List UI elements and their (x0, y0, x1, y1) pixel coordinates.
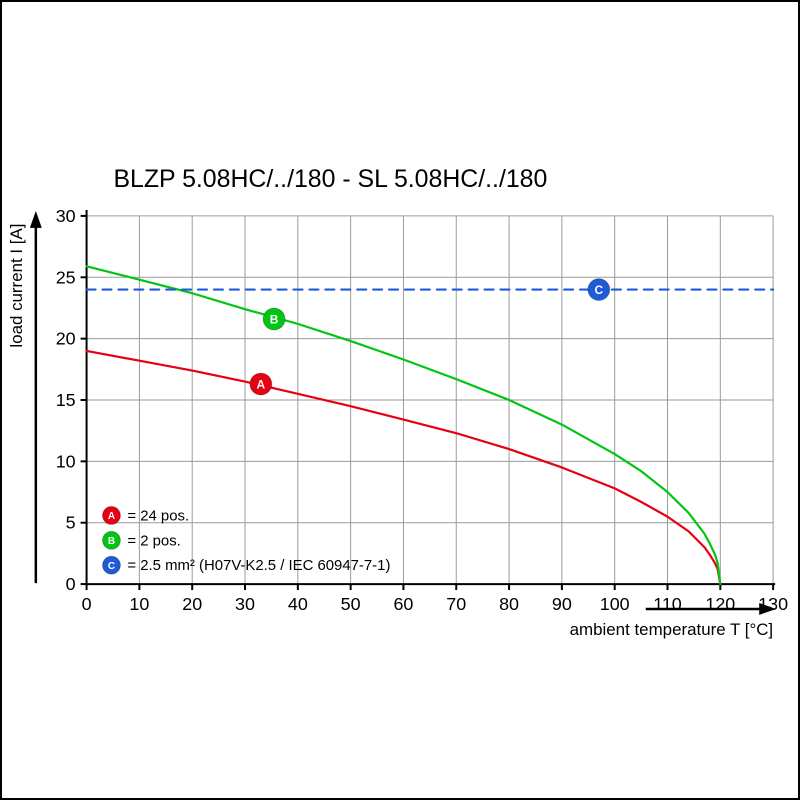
legend-swatch-A (101, 505, 121, 525)
series-line-B (85, 265, 722, 586)
x-tick-label: 120 (705, 594, 735, 614)
y-axis-label: load current I [A] (7, 224, 26, 348)
x-tick-label: 80 (499, 594, 519, 614)
x-tick-label: 110 (653, 594, 682, 614)
x-tick-label: 90 (552, 594, 572, 614)
x-tick-label: 10 (129, 594, 149, 614)
x-tick-label: 60 (393, 594, 413, 614)
marker-letter-C: C (595, 283, 604, 297)
x-tick-label: 50 (341, 594, 361, 614)
legend-letter-B: B (108, 536, 115, 547)
y-tick-label: 30 (56, 206, 76, 226)
y-tick-label: 5 (66, 513, 76, 533)
y-tick-label: 10 (56, 451, 76, 471)
y-tick-label: 25 (56, 267, 76, 287)
legend-swatch-B (101, 530, 121, 550)
legend-label-C: = 2.5 mm² (H07V-K2.5 / IEC 60947-7-1) (127, 557, 390, 574)
x-axis-label: ambient temperature T [°C] (570, 620, 773, 639)
marker-C (587, 278, 611, 301)
x-tick-label: 40 (288, 594, 308, 614)
x-tick-label: 70 (446, 594, 466, 614)
y-tick-label: 0 (66, 574, 76, 594)
x-axis-arrow-head (759, 602, 777, 615)
series-line-A (85, 349, 722, 586)
chart-title: BLZP 5.08HC/../180 - SL 5.08HC/../180 (113, 165, 547, 193)
legend-swatch-C (101, 555, 121, 575)
legend-label-B: = 2 pos. (127, 532, 180, 549)
y-tick-label: 15 (56, 390, 76, 410)
x-tick-label: 0 (82, 594, 92, 614)
marker-letter-B: B (270, 312, 279, 326)
marker-B (262, 307, 286, 331)
x-tick-label: 100 (600, 594, 630, 614)
legend-label-A: = 24 pos. (127, 507, 189, 524)
x-tick-label: 30 (235, 594, 255, 614)
marker-A (249, 372, 273, 396)
marker-letter-A: A (257, 378, 266, 392)
legend-letter-C: C (108, 561, 115, 572)
y-axis-arrow-head (29, 210, 42, 228)
y-tick-label: 20 (56, 329, 76, 349)
legend-letter-A: A (108, 511, 115, 522)
x-tick-label: 20 (182, 594, 202, 614)
